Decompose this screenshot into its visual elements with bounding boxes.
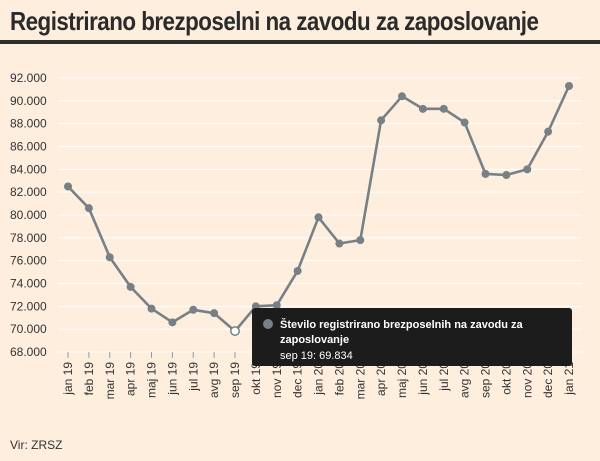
x-tick-label: maj 20 bbox=[395, 362, 409, 398]
data-point[interactable] bbox=[126, 282, 135, 291]
series-points[interactable] bbox=[64, 81, 573, 337]
data-point[interactable] bbox=[502, 171, 511, 180]
data-point[interactable] bbox=[210, 309, 219, 318]
data-point[interactable] bbox=[377, 116, 386, 125]
data-point[interactable] bbox=[460, 118, 469, 127]
x-tick-label: sep 19 bbox=[228, 362, 242, 398]
data-point-highlighted[interactable] bbox=[230, 326, 240, 337]
x-tick-label: avg 20 bbox=[458, 362, 472, 398]
data-point[interactable] bbox=[314, 213, 323, 222]
x-tick-label: jan 19 bbox=[61, 362, 75, 396]
x-tick-label: maj 19 bbox=[145, 362, 159, 398]
x-tick-label: jun 20 bbox=[416, 362, 430, 396]
data-point[interactable] bbox=[418, 104, 427, 113]
data-point[interactable] bbox=[105, 253, 114, 262]
x-tick-label: mar 19 bbox=[103, 362, 117, 400]
data-point[interactable] bbox=[544, 127, 553, 136]
tooltip-value: sep 19: 69.834 bbox=[280, 350, 353, 362]
y-axis: 68.000 70.000 72.000 74.000 76.000 78.000 80.0… bbox=[10, 71, 47, 359]
tooltip-series-label-line2: zaposlovanje bbox=[280, 334, 349, 346]
y-tick-label: 72.000 bbox=[10, 299, 47, 313]
x-axis: jan 19 feb 19 mar 19 apr 19 maj 19 jun 19 jul … bbox=[61, 352, 576, 399]
x-tick-label: jan 20 bbox=[312, 362, 326, 396]
data-point[interactable] bbox=[147, 304, 156, 313]
x-tick-label: jan 21 bbox=[562, 362, 576, 396]
y-tick-label: 78.000 bbox=[10, 231, 47, 245]
y-tick-label: 68.000 bbox=[10, 345, 47, 359]
y-tick-label: 70.000 bbox=[10, 322, 47, 336]
data-point[interactable] bbox=[398, 92, 406, 101]
x-tick-label: nov 20 bbox=[520, 362, 534, 398]
data-point[interactable] bbox=[356, 236, 365, 245]
y-tick-label: 82.000 bbox=[10, 185, 47, 199]
tooltip-box bbox=[252, 308, 572, 366]
y-tick-label: 92.000 bbox=[10, 71, 47, 85]
y-tick-label: 76.000 bbox=[10, 254, 47, 268]
series-line bbox=[67, 85, 571, 333]
series-path bbox=[67, 85, 571, 333]
tooltip-series-marker bbox=[263, 319, 273, 329]
x-tick-label: avg 19 bbox=[207, 362, 221, 398]
x-tick-label: okt 20 bbox=[499, 362, 513, 395]
chart-title: Registrirano brezposelni na zavodu za za… bbox=[10, 6, 539, 36]
data-point[interactable] bbox=[84, 204, 93, 213]
x-tick-label: sep 20 bbox=[479, 362, 493, 398]
data-point[interactable] bbox=[189, 305, 198, 314]
source-note: Vir: ZRSZ bbox=[10, 438, 63, 452]
x-tick-label: jul 20 bbox=[437, 362, 451, 392]
x-tick-label: feb 19 bbox=[82, 362, 96, 396]
x-tick-label: jun 19 bbox=[165, 362, 179, 396]
y-tick-label: 80.000 bbox=[10, 208, 47, 222]
tooltip-series-label-line1: Število registrirano brezposelnih na zav… bbox=[280, 318, 524, 331]
data-point[interactable] bbox=[168, 318, 177, 327]
data-point[interactable] bbox=[523, 165, 532, 174]
title-rule bbox=[0, 40, 600, 44]
x-tick-label: okt 19 bbox=[249, 362, 263, 395]
data-point[interactable] bbox=[335, 239, 344, 248]
x-tick-label: nov 19 bbox=[270, 362, 284, 398]
x-tick-label: apr 20 bbox=[374, 362, 388, 396]
y-tick-label: 74.000 bbox=[10, 277, 47, 291]
data-point[interactable] bbox=[439, 104, 448, 113]
data-point[interactable] bbox=[481, 169, 490, 178]
x-tick-label: dec 20 bbox=[541, 362, 555, 398]
data-point[interactable] bbox=[293, 266, 302, 275]
x-tick-label: dec 19 bbox=[291, 362, 305, 398]
y-tick-label: 90.000 bbox=[10, 94, 47, 108]
data-point[interactable] bbox=[272, 301, 281, 310]
x-tick-label: feb 20 bbox=[332, 362, 346, 396]
y-tick-label: 88.000 bbox=[10, 117, 47, 131]
x-tick-label: mar 20 bbox=[353, 362, 367, 400]
data-point[interactable] bbox=[565, 81, 573, 90]
y-tick-label: 86.000 bbox=[10, 140, 47, 154]
x-tick-label: jul 19 bbox=[186, 362, 200, 392]
tooltip: Število registrirano brezposelnih na zav… bbox=[252, 308, 572, 366]
y-tick-label: 84.000 bbox=[10, 162, 47, 176]
data-point[interactable] bbox=[64, 182, 72, 191]
x-tick-label: apr 19 bbox=[124, 362, 138, 396]
